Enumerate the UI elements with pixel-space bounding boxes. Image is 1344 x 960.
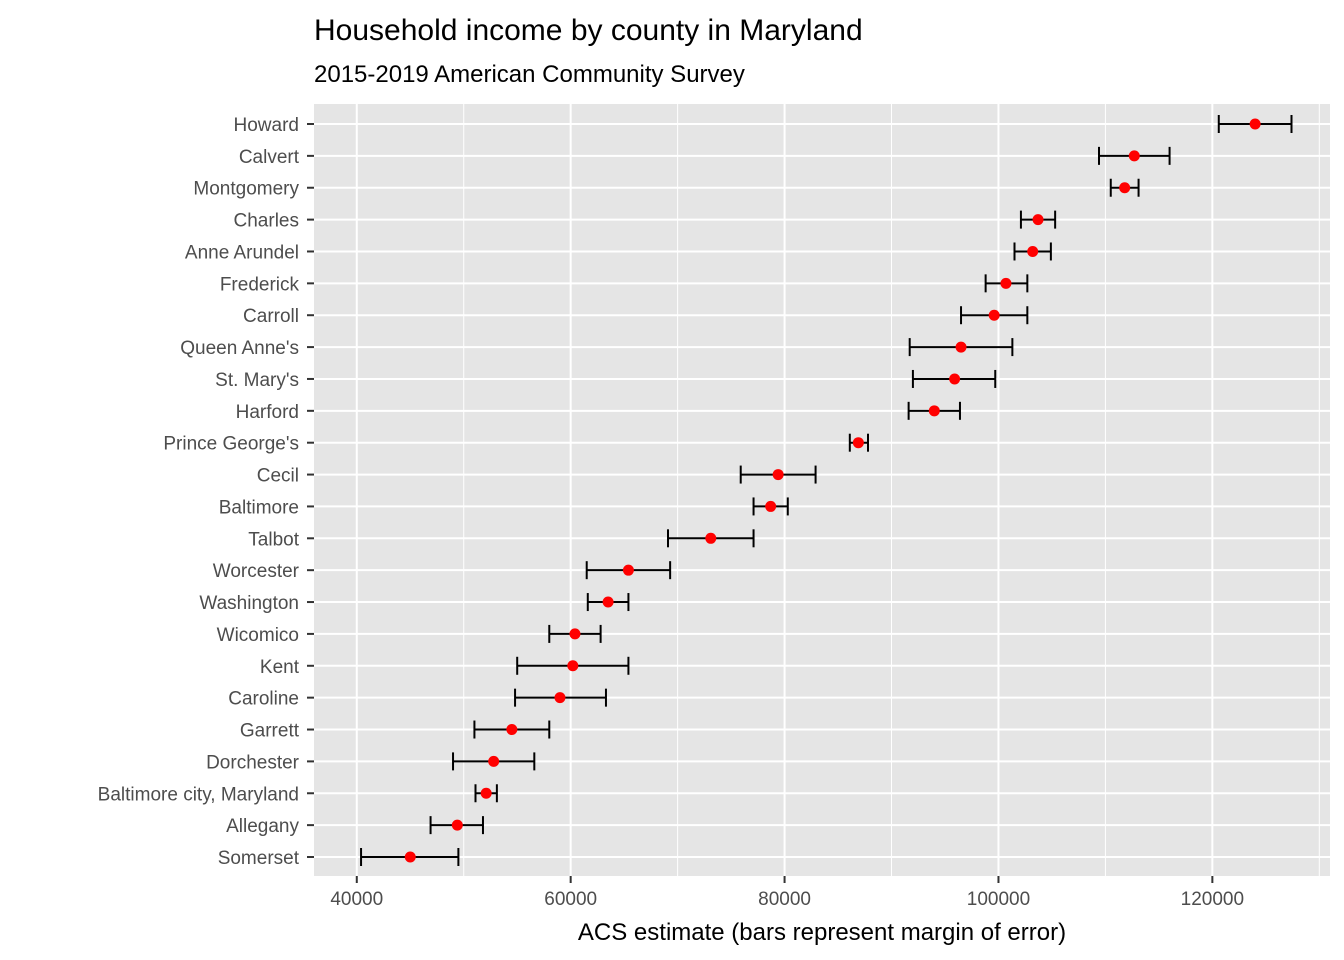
y-tick-label: Calvert: [239, 147, 300, 168]
x-axis: 40000 60000 80000 100000 120000: [330, 876, 1244, 910]
x-axis-label: ACS estimate (bars represent margin of e…: [578, 919, 1066, 946]
data-point: [480, 787, 492, 799]
y-tick-label: Worcester: [213, 561, 300, 582]
data-point: [1119, 182, 1131, 194]
x-tick-label: 80000: [758, 889, 811, 910]
data-point: [1000, 277, 1012, 289]
y-tick-label: Wicomico: [217, 625, 299, 646]
data-point: [852, 437, 864, 449]
x-tick-label: 120000: [1181, 889, 1244, 910]
chart-title: Household income by county in Maryland: [314, 14, 863, 47]
y-tick-label: Carroll: [243, 306, 299, 327]
data-point: [569, 628, 581, 640]
data-point: [622, 564, 634, 576]
y-tick-label: Washington: [199, 593, 299, 614]
data-point: [567, 660, 579, 672]
y-tick-label: Queen Anne's: [180, 338, 299, 359]
y-tick-label: Kent: [260, 657, 300, 678]
data-point: [404, 851, 416, 863]
y-tick-label: Cecil: [257, 466, 299, 487]
grid-major-lines: [314, 104, 1330, 876]
y-tick-label: Garrett: [240, 721, 300, 742]
data-point: [765, 500, 777, 512]
data-point: [955, 341, 967, 353]
errorbars: [360, 115, 1293, 866]
y-tick-label: Howard: [234, 115, 299, 136]
x-tick-label: 40000: [330, 889, 383, 910]
data-point: [928, 405, 940, 417]
y-tick-label: Allegany: [226, 816, 299, 837]
data-point: [705, 532, 717, 544]
data-point: [1027, 245, 1039, 257]
y-tick-label: Talbot: [248, 529, 299, 550]
chart-subtitle: 2015-2019 American Community Survey: [314, 61, 745, 88]
data-point: [602, 596, 614, 608]
y-tick-label: Baltimore city, Maryland: [98, 784, 299, 805]
data-point: [772, 469, 784, 481]
data-point: [451, 819, 463, 831]
y-axis: Howard Calvert Montgomery Charles Anne Arund…: [98, 115, 314, 869]
data-point: [488, 755, 500, 767]
y-tick-label: Caroline: [228, 689, 299, 710]
y-tick-label: Harford: [236, 402, 299, 423]
y-tick-label: Baltimore: [219, 497, 299, 518]
data-point: [1032, 214, 1044, 226]
y-tick-label: Prince George's: [163, 434, 299, 455]
x-tick-label: 60000: [544, 889, 597, 910]
y-tick-label: Montgomery: [193, 179, 299, 200]
data-point: [949, 373, 961, 385]
grid-minor-lines: [463, 104, 1320, 876]
y-tick-label: Somerset: [218, 848, 300, 869]
y-tick-label: St. Mary's: [215, 370, 299, 391]
x-tick-label: 100000: [967, 889, 1030, 910]
plot-panel: [314, 104, 1330, 876]
y-tick-label: Dorchester: [206, 752, 300, 773]
points: [404, 118, 1261, 863]
data-point: [1128, 150, 1140, 162]
y-tick-label: Frederick: [220, 274, 300, 295]
y-tick-label: Anne Arundel: [185, 242, 299, 263]
data-point: [506, 724, 518, 736]
data-point: [1249, 118, 1261, 130]
data-point: [554, 692, 566, 704]
y-tick-label: Charles: [234, 211, 299, 232]
data-point: [988, 309, 1000, 321]
